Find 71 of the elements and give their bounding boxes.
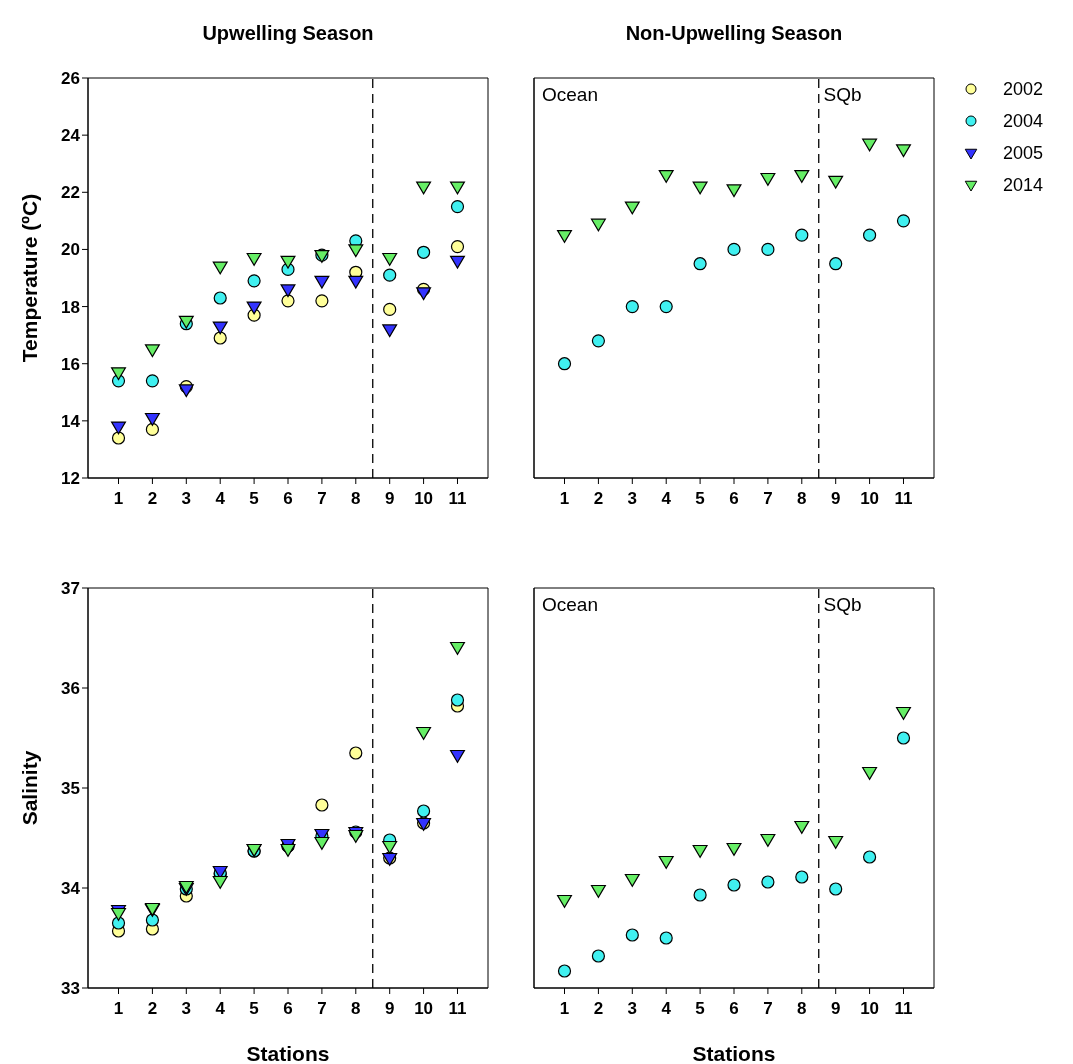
x-tick-label: 6 <box>283 999 293 1019</box>
x-tick-label: 10 <box>414 489 434 509</box>
y-tick-label: 37 <box>61 579 80 599</box>
x-axis-title: Stations <box>692 1042 776 1064</box>
legend-label: 2004 <box>1003 110 1044 132</box>
x-tick-label: 5 <box>695 999 705 1019</box>
x-tick-label: 2 <box>593 999 604 1019</box>
x-tick-label: 2 <box>147 489 158 509</box>
annotation: SQb <box>823 84 862 106</box>
x-tick-label: 1 <box>559 489 570 509</box>
chart-title: Non-Upwelling Season <box>625 22 843 44</box>
y-axis-title: Salinity <box>18 750 42 826</box>
annotation: SQb <box>823 594 862 616</box>
annotation: Ocean <box>542 594 598 616</box>
x-tick-label: 11 <box>448 489 467 509</box>
x-tick-label: 9 <box>384 489 395 509</box>
x-axis-title: Stations <box>246 1042 330 1064</box>
x-tick-label: 3 <box>181 489 192 509</box>
y-tick-label: 20 <box>61 240 80 260</box>
x-tick-label: 11 <box>894 999 913 1019</box>
x-tick-label: 9 <box>830 999 841 1019</box>
x-tick-label: 4 <box>215 999 226 1019</box>
x-tick-label: 10 <box>860 489 880 509</box>
x-tick-label: 8 <box>797 489 807 509</box>
x-tick-label: 4 <box>661 489 672 509</box>
y-tick-label: 35 <box>61 779 80 799</box>
x-tick-label: 7 <box>317 489 327 509</box>
x-tick-label: 7 <box>317 999 327 1019</box>
legend-label: 2002 <box>1003 78 1044 100</box>
x-tick-label: 9 <box>830 489 841 509</box>
x-tick-label: 4 <box>661 999 672 1019</box>
x-tick-label: 9 <box>384 999 395 1019</box>
x-tick-label: 6 <box>729 999 739 1019</box>
x-tick-label: 5 <box>695 489 705 509</box>
x-tick-label: 11 <box>448 999 467 1019</box>
annotation: Ocean <box>542 84 598 106</box>
y-tick-label: 14 <box>61 411 81 431</box>
y-axis-title: Temperature (ºC) <box>18 193 42 363</box>
y-tick-label: 34 <box>61 879 81 899</box>
y-tick-label: 36 <box>61 679 80 699</box>
x-tick-label: 6 <box>283 489 293 509</box>
y-tick-label: 26 <box>61 69 80 89</box>
x-tick-label: 5 <box>249 999 259 1019</box>
chart-title: Upwelling Season <box>202 22 374 44</box>
x-tick-label: 7 <box>763 999 773 1019</box>
y-tick-label: 24 <box>61 126 81 146</box>
x-tick-label: 2 <box>147 999 158 1019</box>
x-tick-label: 2 <box>593 489 604 509</box>
legend-label: 2005 <box>1003 142 1044 164</box>
x-tick-label: 8 <box>351 999 361 1019</box>
x-tick-label: 3 <box>627 999 638 1019</box>
x-tick-label: 1 <box>113 489 124 509</box>
x-tick-label: 3 <box>627 489 638 509</box>
x-tick-label: 11 <box>894 489 913 509</box>
y-tick-label: 33 <box>61 979 80 999</box>
x-tick-label: 7 <box>763 489 773 509</box>
x-tick-label: 6 <box>729 489 739 509</box>
legend-label: 2014 <box>1003 174 1044 196</box>
x-tick-label: 1 <box>559 999 570 1019</box>
x-tick-label: 10 <box>860 999 880 1019</box>
x-tick-label: 3 <box>181 999 192 1019</box>
x-tick-label: 5 <box>249 489 259 509</box>
x-tick-label: 8 <box>351 489 361 509</box>
y-tick-label: 22 <box>61 183 80 203</box>
x-tick-label: 4 <box>215 489 226 509</box>
x-tick-label: 8 <box>797 999 807 1019</box>
x-tick-label: 10 <box>414 999 434 1019</box>
y-tick-label: 16 <box>61 354 80 374</box>
y-tick-label: 18 <box>61 297 80 317</box>
y-tick-label: 12 <box>61 469 80 489</box>
x-tick-label: 1 <box>113 999 124 1019</box>
